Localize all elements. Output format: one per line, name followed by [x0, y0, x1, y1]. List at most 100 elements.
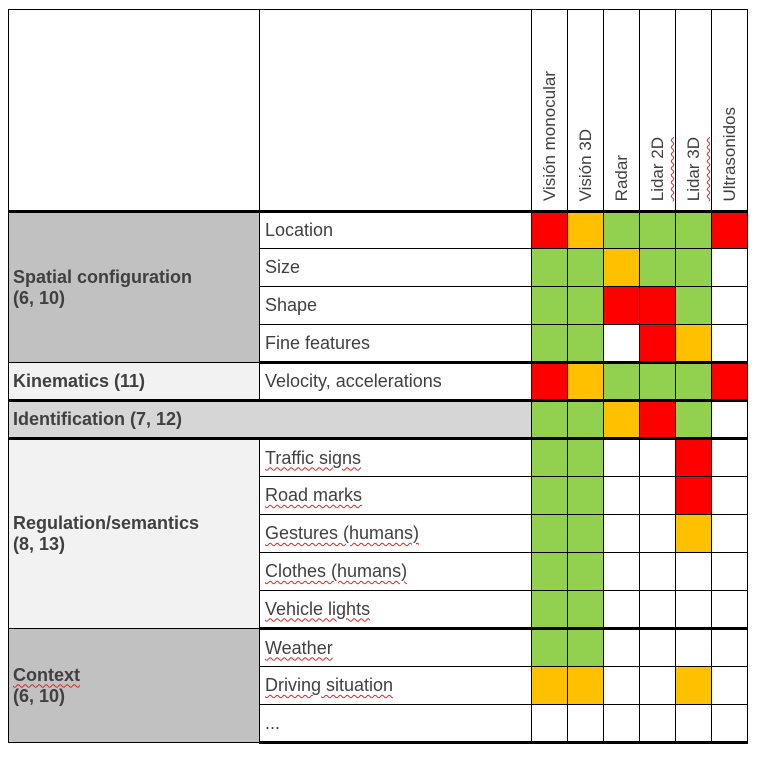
rating-cell	[639, 438, 676, 477]
rating-cell	[531, 438, 568, 477]
rating-cell	[567, 628, 604, 667]
rating-cell	[567, 476, 604, 515]
rating-cell	[711, 324, 748, 364]
rating-cell	[711, 704, 748, 744]
rating-cell	[675, 476, 712, 515]
table-row: Spatial configuration (6, 10) Location	[8, 211, 748, 363]
feature-driving-situation: Driving situation	[259, 666, 532, 705]
rating-cell	[531, 248, 568, 287]
rating-cell	[711, 666, 748, 705]
rating-cell	[639, 666, 676, 705]
header-empty-cell	[259, 9, 532, 213]
rating-cell	[567, 552, 604, 591]
rating-cell	[603, 476, 640, 515]
rating-cell	[711, 552, 748, 591]
table-row: Context (6, 10) Weather	[8, 628, 748, 743]
rating-cell	[711, 438, 748, 477]
feature-velocity: Velocity, accelerations	[259, 362, 532, 402]
table-row: Clothes (humans)	[9, 552, 748, 591]
rating-cell	[531, 628, 568, 667]
rating-cell	[603, 514, 640, 553]
table-row: Kinematics (11) Velocity, accelerations	[8, 362, 748, 402]
rating-cell	[711, 514, 748, 553]
feature-shape: Shape	[259, 286, 532, 325]
rating-cell	[531, 514, 568, 553]
rating-cell	[531, 286, 568, 325]
rating-cell	[603, 211, 640, 249]
rating-cell	[531, 211, 568, 249]
feature-gestures: Gestures (humans)	[259, 514, 532, 553]
rating-cell	[531, 476, 568, 515]
rating-cell	[675, 514, 712, 553]
rating-cell	[639, 362, 676, 402]
feature-fine-features: Fine features	[259, 324, 532, 364]
rating-cell	[675, 552, 712, 591]
rating-cell	[639, 514, 676, 553]
category-regulation: Regulation/semantics (8, 13)	[8, 438, 260, 629]
rating-cell	[603, 704, 640, 744]
rating-cell	[639, 704, 676, 744]
rating-cell	[675, 666, 712, 705]
rating-cell	[675, 324, 712, 364]
header-sensor-ultrasonic: Ultrasonidos	[711, 9, 748, 213]
rating-cell	[531, 324, 568, 364]
category-identification: Identification (7, 12)	[8, 400, 532, 440]
rating-cell	[675, 211, 712, 249]
rating-cell	[711, 476, 748, 515]
header-row: Visión monocular Visión 3D Radar Lidar 2…	[8, 9, 748, 213]
rating-cell	[567, 362, 604, 402]
rating-cell	[675, 400, 712, 440]
header-sensor-vision-3d: Visión 3D	[567, 9, 604, 213]
rating-cell	[675, 590, 712, 630]
rating-cell	[639, 324, 676, 364]
rating-cell	[639, 590, 676, 630]
category-kinematics: Kinematics (11)	[8, 362, 260, 402]
rating-cell	[531, 666, 568, 705]
rating-cell	[639, 211, 676, 249]
rating-cell	[531, 590, 568, 630]
rating-cell	[711, 211, 748, 249]
rating-cell	[603, 590, 640, 630]
rating-cell	[603, 362, 640, 402]
feature-location: Location	[259, 211, 532, 249]
rating-cell	[603, 666, 640, 705]
rating-cell	[639, 552, 676, 591]
rating-cell	[675, 362, 712, 402]
rating-cell	[603, 248, 640, 287]
rating-cell	[711, 286, 748, 325]
rating-cell	[567, 286, 604, 325]
rating-cell	[567, 248, 604, 287]
rating-cell	[639, 286, 676, 325]
rating-cell	[711, 628, 748, 667]
rating-cell	[603, 628, 640, 667]
header-sensor-lidar-2d: Lidar 2D	[639, 9, 676, 213]
table-row: Driving situation	[9, 666, 748, 705]
rating-cell	[711, 362, 748, 402]
table-row: Identification (7, 12)	[8, 400, 748, 440]
rating-cell	[567, 590, 604, 630]
rating-cell	[675, 286, 712, 325]
feature-traffic-signs: Traffic signs	[259, 438, 532, 477]
feature-size: Size	[259, 248, 532, 287]
feature-road-marks: Road marks	[259, 476, 532, 515]
table-row: Size	[9, 248, 748, 287]
rating-cell	[603, 286, 640, 325]
rating-cell	[531, 704, 568, 744]
rating-cell	[639, 628, 676, 667]
rating-cell	[567, 704, 604, 744]
rating-cell	[567, 324, 604, 364]
header-sensor-lidar-3d: Lidar 3D	[675, 9, 712, 213]
rating-cell	[603, 438, 640, 477]
rating-cell	[675, 438, 712, 477]
rating-cell	[639, 400, 676, 440]
rating-cell	[531, 362, 568, 402]
feature-vehicle-lights: Vehicle lights	[259, 590, 532, 630]
header-empty-cell	[8, 9, 260, 213]
rating-cell	[639, 476, 676, 515]
rating-cell	[567, 211, 604, 249]
table-row: Regulation/semantics (8, 13) Traffic sign…	[8, 438, 748, 629]
rating-cell	[567, 666, 604, 705]
rating-cell	[675, 248, 712, 287]
sensor-capability-table: Visión monocular Visión 3D Radar Lidar 2…	[8, 9, 748, 744]
rating-cell	[567, 438, 604, 477]
